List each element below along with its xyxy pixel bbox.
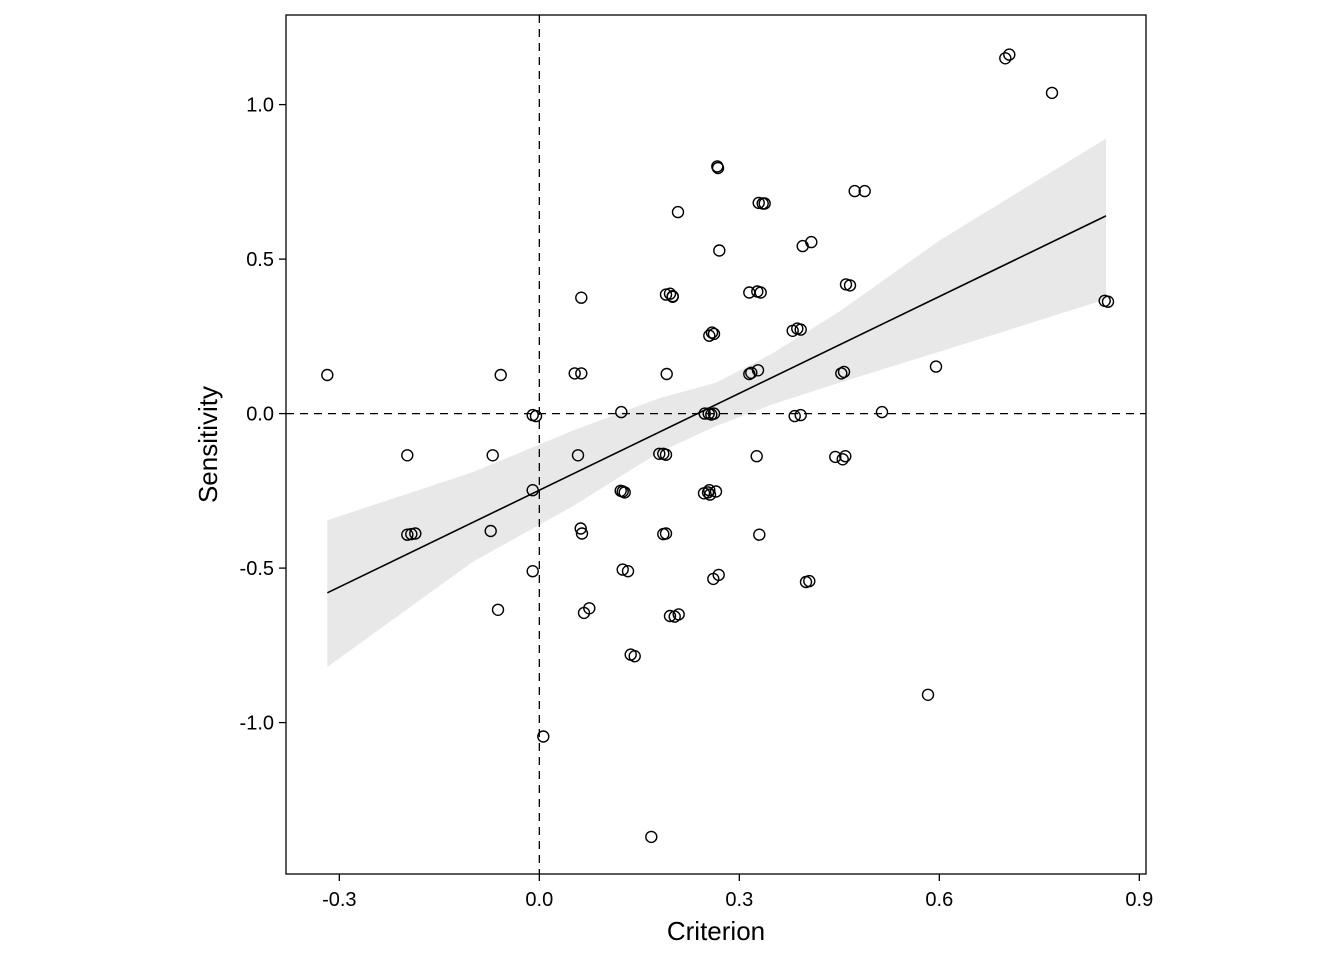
data-point bbox=[529, 409, 543, 423]
data-point bbox=[705, 326, 719, 339]
data-point bbox=[751, 364, 765, 377]
data-point bbox=[858, 184, 871, 198]
confidence-band-area bbox=[327, 138, 1106, 668]
data-point bbox=[526, 484, 539, 497]
plot-frame bbox=[285, 14, 1147, 875]
data-point bbox=[758, 197, 771, 210]
data-point bbox=[837, 365, 851, 379]
data-point bbox=[583, 602, 596, 615]
data-point bbox=[401, 528, 414, 541]
data-point bbox=[621, 565, 635, 578]
data-point bbox=[491, 603, 505, 616]
data-points bbox=[321, 48, 1115, 844]
data-point bbox=[1045, 86, 1059, 100]
data-point bbox=[929, 360, 943, 373]
data-point bbox=[843, 279, 857, 292]
data-point bbox=[526, 565, 539, 578]
data-point bbox=[401, 449, 414, 462]
x-axis-ticks: -0.3 0.0 0.3 0.6 0.9 bbox=[322, 874, 1153, 911]
data-point bbox=[703, 488, 717, 501]
data-point bbox=[659, 527, 673, 540]
data-point bbox=[698, 407, 711, 420]
data-point bbox=[616, 563, 629, 576]
y-tick-label: -1.0 bbox=[240, 713, 274, 735]
data-point bbox=[875, 405, 889, 419]
data-point bbox=[575, 367, 588, 380]
fit-line bbox=[326, 215, 1107, 594]
data-point bbox=[1003, 48, 1016, 61]
data-point bbox=[707, 327, 721, 341]
data-point bbox=[663, 609, 677, 623]
data-point bbox=[409, 527, 422, 540]
data-point bbox=[575, 527, 589, 540]
regression-line bbox=[326, 215, 1107, 594]
data-point bbox=[750, 450, 763, 463]
data-point bbox=[568, 367, 581, 380]
x-tick-label: 0.3 bbox=[725, 889, 753, 911]
data-point bbox=[713, 244, 726, 257]
data-point bbox=[829, 450, 842, 464]
data-point bbox=[788, 409, 801, 423]
data-point bbox=[796, 239, 809, 253]
confidence-band bbox=[327, 138, 1106, 668]
x-tick-label: 0.0 bbox=[525, 889, 553, 911]
data-point bbox=[666, 290, 679, 303]
data-point bbox=[660, 367, 673, 381]
y-tick-label: 0.0 bbox=[246, 404, 274, 426]
data-point bbox=[839, 450, 852, 463]
data-point bbox=[575, 291, 588, 304]
data-point bbox=[672, 608, 685, 621]
data-point bbox=[848, 184, 861, 198]
data-point bbox=[712, 568, 725, 582]
data-point bbox=[405, 527, 418, 541]
data-point bbox=[671, 205, 685, 219]
y-tick-label: 0.5 bbox=[246, 249, 274, 271]
data-point bbox=[659, 448, 673, 461]
data-point bbox=[711, 161, 725, 175]
data-point bbox=[707, 407, 721, 420]
data-point bbox=[484, 524, 497, 538]
data-point bbox=[754, 286, 767, 299]
x-axis-title: Criterion bbox=[667, 916, 765, 946]
data-point bbox=[805, 235, 818, 249]
y-tick-label: -0.5 bbox=[240, 558, 274, 580]
data-point bbox=[703, 484, 716, 497]
y-axis-title: Sensitivity bbox=[193, 386, 223, 503]
data-point bbox=[645, 830, 658, 844]
data-point bbox=[628, 650, 641, 663]
data-point bbox=[794, 323, 807, 336]
y-tick-label: 1.0 bbox=[246, 95, 274, 117]
data-point bbox=[745, 366, 758, 379]
data-point bbox=[1101, 295, 1115, 308]
data-point bbox=[574, 522, 587, 535]
data-point bbox=[494, 368, 507, 382]
data-point bbox=[537, 730, 550, 743]
data-point bbox=[653, 447, 666, 460]
data-point bbox=[921, 688, 935, 701]
x-tick-label: 0.9 bbox=[1125, 889, 1153, 911]
data-point bbox=[709, 485, 723, 498]
data-point bbox=[753, 528, 766, 541]
data-point bbox=[486, 449, 499, 462]
data-point bbox=[615, 405, 628, 419]
data-point bbox=[571, 449, 585, 462]
reference-lines bbox=[286, 15, 1146, 874]
data-point bbox=[752, 196, 765, 210]
data-point bbox=[663, 287, 677, 300]
x-tick-label: -0.3 bbox=[322, 889, 356, 911]
data-point bbox=[321, 368, 334, 382]
data-point bbox=[701, 486, 715, 499]
x-tick-label: 0.6 bbox=[925, 889, 953, 911]
data-point bbox=[836, 453, 849, 466]
data-point bbox=[803, 574, 816, 588]
data-point bbox=[618, 486, 631, 499]
data-point bbox=[999, 52, 1012, 65]
y-axis-ticks: -1.0 -0.5 0.0 0.5 1.0 bbox=[240, 95, 286, 735]
data-point bbox=[794, 408, 807, 422]
